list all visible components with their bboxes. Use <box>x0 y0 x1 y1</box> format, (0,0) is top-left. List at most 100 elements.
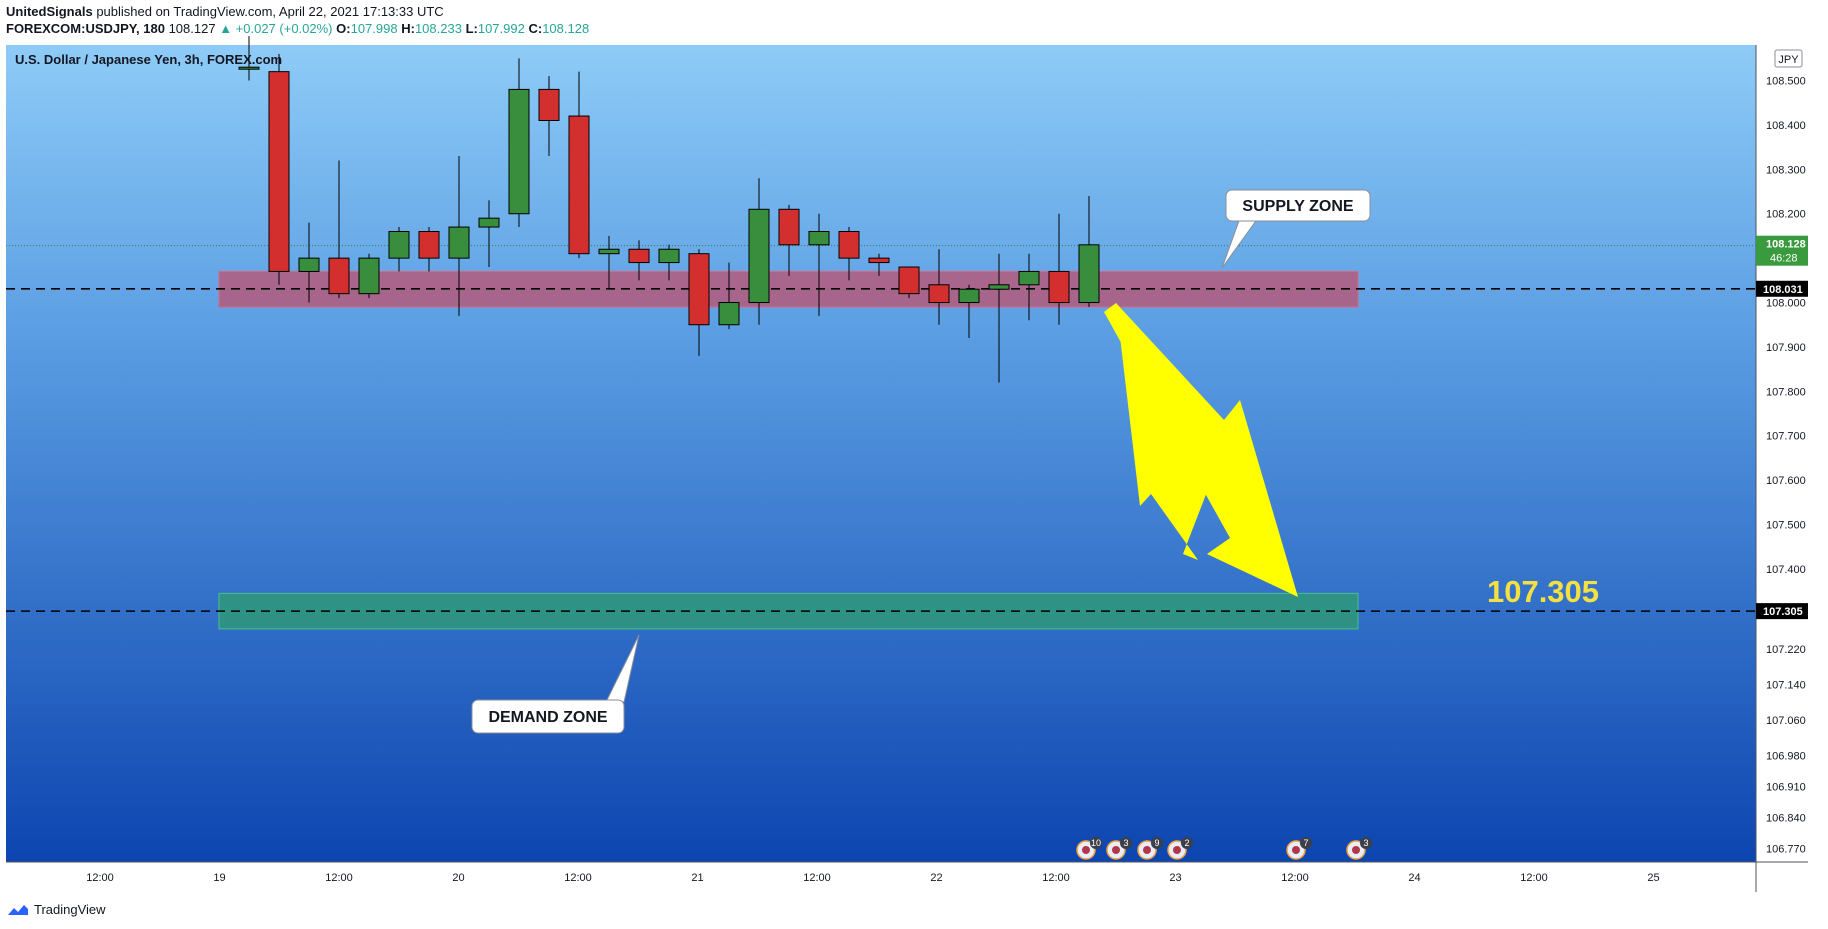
event-count-label: 7 <box>1303 838 1308 848</box>
event-count-label: 2 <box>1184 838 1189 848</box>
plot-background <box>6 45 1756 862</box>
candle-body <box>808 230 830 246</box>
event-flag-icon <box>1173 846 1181 854</box>
candle-body <box>988 284 1010 290</box>
event-flag-icon <box>1082 846 1090 854</box>
time-tick-label: 23 <box>1169 872 1181 884</box>
current-price-label: 108.128 <box>1766 239 1806 251</box>
price-tick-label: 106.770 <box>1766 844 1806 856</box>
publish-text: published on TradingView.com, April 22, … <box>96 4 444 19</box>
tradingview-logo-icon <box>8 904 28 915</box>
low-value: 107.992 <box>477 21 525 36</box>
candle-body <box>478 217 500 228</box>
event-count-badge <box>1181 837 1193 849</box>
candle-body <box>1078 244 1100 304</box>
footer-branding: TradingView <box>6 902 106 917</box>
price-tick-label: 107.800 <box>1766 386 1806 398</box>
open-label: O: <box>336 21 351 36</box>
event-flag-icon <box>1112 846 1120 854</box>
time-tick-label: 25 <box>1647 872 1659 884</box>
time-tick-label: 24 <box>1408 872 1420 884</box>
price-tick-label: 107.500 <box>1766 520 1806 532</box>
candle-body <box>358 257 380 295</box>
candle-body <box>598 248 620 255</box>
price-tick-label: 106.910 <box>1766 782 1806 794</box>
supply-zone-label: SUPPLY ZONE <box>1242 198 1353 215</box>
ohlc-bar: FOREXCOM:USDJPY, 180 108.127 ▲ +0.027 (+… <box>6 21 589 36</box>
time-tick-label: 22 <box>930 872 942 884</box>
time-tick-label: 19 <box>213 872 225 884</box>
price-tick-label: 107.060 <box>1766 715 1806 727</box>
price-change: ▲ +0.027 (+0.02%) <box>219 21 333 36</box>
demand-zone-label: DEMAND ZONE <box>488 709 607 726</box>
price-tick-label: 106.840 <box>1766 813 1806 825</box>
event-flag-icon <box>1292 846 1300 854</box>
level-price-tag-label: 107.305 <box>1763 606 1803 618</box>
level-price-tag <box>1756 280 1808 297</box>
time-axis-background <box>6 862 1808 892</box>
target-price-annotation: 107.305 <box>1487 574 1599 609</box>
candle-body <box>778 208 800 246</box>
time-tick-label: 20 <box>452 872 464 884</box>
event-count-label: 3 <box>1123 838 1128 848</box>
candle-body <box>538 88 560 121</box>
low-label: L: <box>465 21 478 36</box>
level-price-tag-label: 108.031 <box>1763 284 1803 296</box>
candle-body <box>748 208 770 304</box>
price-tick-label: 106.980 <box>1766 750 1806 762</box>
candle-body <box>688 253 710 326</box>
target-arrow-head <box>1104 303 1298 597</box>
event-count-label: 3 <box>1363 838 1368 848</box>
demand-zone-callout <box>471 699 625 734</box>
chart-title: U.S. Dollar / Japanese Yen, 3h, FOREX.co… <box>15 52 282 67</box>
price-axis-background <box>1756 45 1808 862</box>
event-count-badge <box>1090 837 1102 849</box>
publish-info: UnitedSignals published on TradingView.c… <box>6 4 444 19</box>
event-count-label: 9 <box>1154 838 1159 848</box>
time-tick-label: 12:00 <box>1520 872 1548 884</box>
candle-body <box>268 71 290 272</box>
candle-body <box>1048 270 1070 304</box>
candle-body <box>448 226 470 259</box>
price-tick-label: 107.140 <box>1766 679 1806 691</box>
candle-body <box>568 115 590 255</box>
candle-body <box>868 257 890 264</box>
price-tick-label: 108.300 <box>1766 164 1806 176</box>
author-name[interactable]: UnitedSignals <box>6 4 93 19</box>
event-count-badge <box>1360 837 1372 849</box>
currency-badge[interactable] <box>1774 49 1803 68</box>
time-tick-label: 21 <box>691 872 703 884</box>
candle-body <box>418 230 440 259</box>
time-tick-label: 12:00 <box>86 872 114 884</box>
candle-body <box>658 248 680 264</box>
candle-body <box>238 66 260 70</box>
candle-body <box>1018 270 1040 286</box>
price-tick-label: 108.000 <box>1766 298 1806 310</box>
high-label: H: <box>401 21 415 36</box>
candle-body <box>958 288 980 304</box>
event-count-label: 10 <box>1091 838 1101 848</box>
time-tick-label: 12:00 <box>1281 872 1309 884</box>
price-tick-label: 107.400 <box>1766 564 1806 576</box>
time-tick-label: 12:00 <box>1042 872 1070 884</box>
price-tick-label: 107.600 <box>1766 475 1806 487</box>
price-tick-label: 108.400 <box>1766 120 1806 132</box>
candle-body <box>928 284 950 304</box>
candle-body <box>388 230 410 259</box>
event-flag-icon <box>1143 846 1151 854</box>
candle-body <box>718 302 740 326</box>
level-price-tag <box>1756 603 1808 620</box>
time-tick-label: 12:00 <box>564 872 592 884</box>
brand-label[interactable]: TradingView <box>34 902 106 917</box>
last-price: 108.127 <box>168 21 216 36</box>
price-tick-label: 107.900 <box>1766 342 1806 354</box>
high-value: 108.233 <box>414 21 462 36</box>
open-value: 107.998 <box>350 21 398 36</box>
price-tick-label: 108.200 <box>1766 209 1806 221</box>
current-price-tag <box>1756 235 1808 266</box>
supply-zone-callout <box>1225 189 1371 222</box>
time-tick-label: 12:00 <box>325 872 353 884</box>
candle-body <box>628 248 650 264</box>
event-count-badge <box>1120 837 1132 849</box>
